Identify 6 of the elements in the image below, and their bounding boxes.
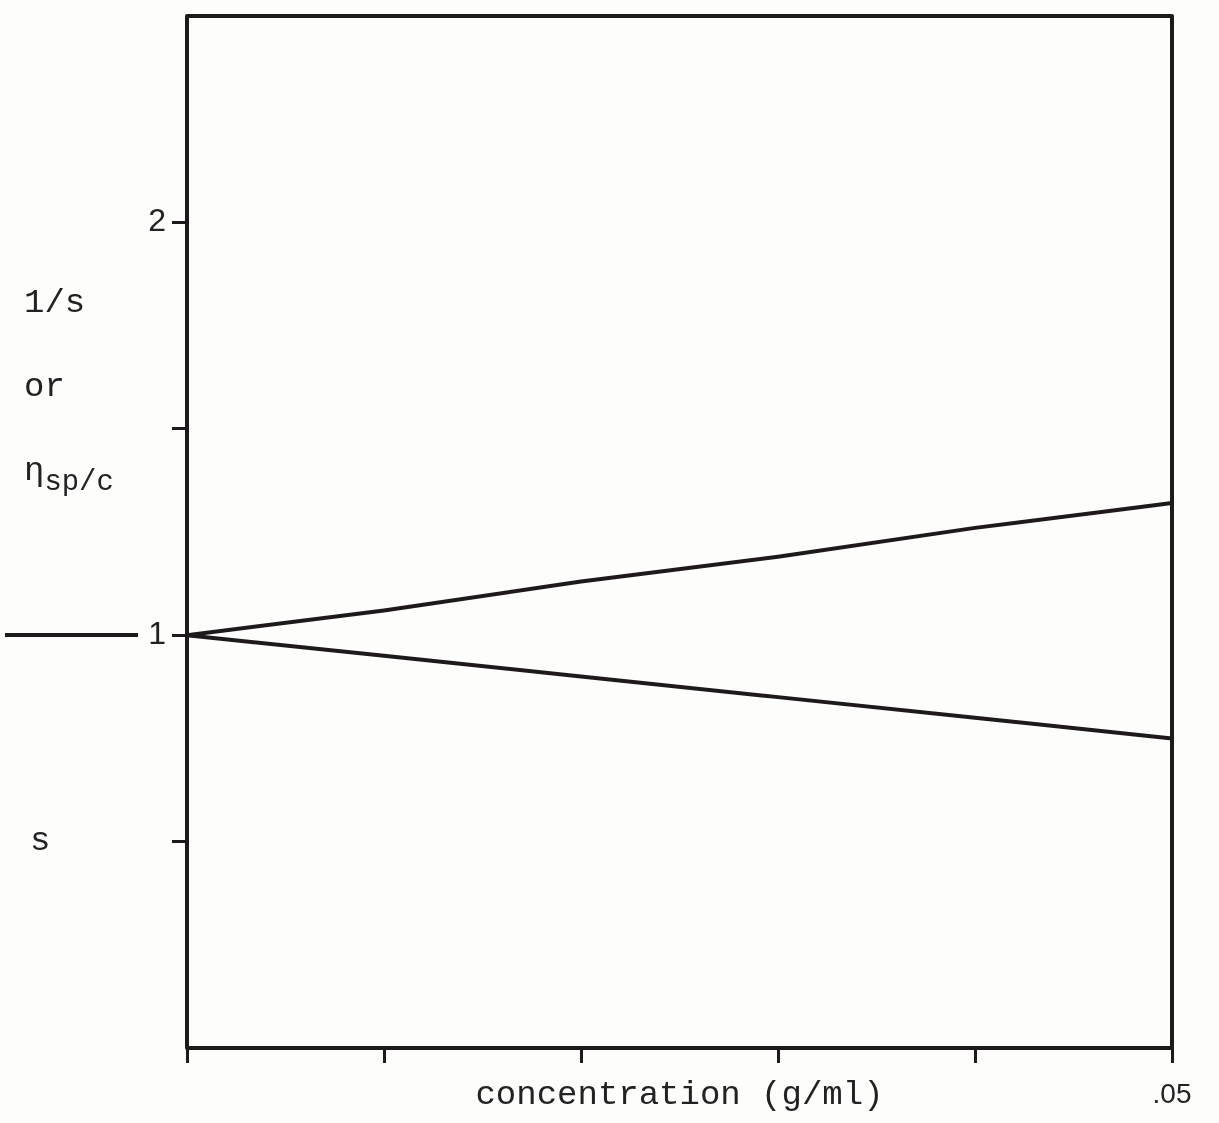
text: s bbox=[30, 821, 51, 860]
x-tick-label: .05 bbox=[1152, 1077, 1192, 1109]
x-axis-title: concentration (g/ml) bbox=[475, 1075, 884, 1114]
y-tick-label: 1 bbox=[148, 615, 166, 652]
text: 1/s or η$_{sp/c}$ bbox=[24, 284, 114, 500]
y-tick-label: 2 bbox=[148, 202, 166, 239]
